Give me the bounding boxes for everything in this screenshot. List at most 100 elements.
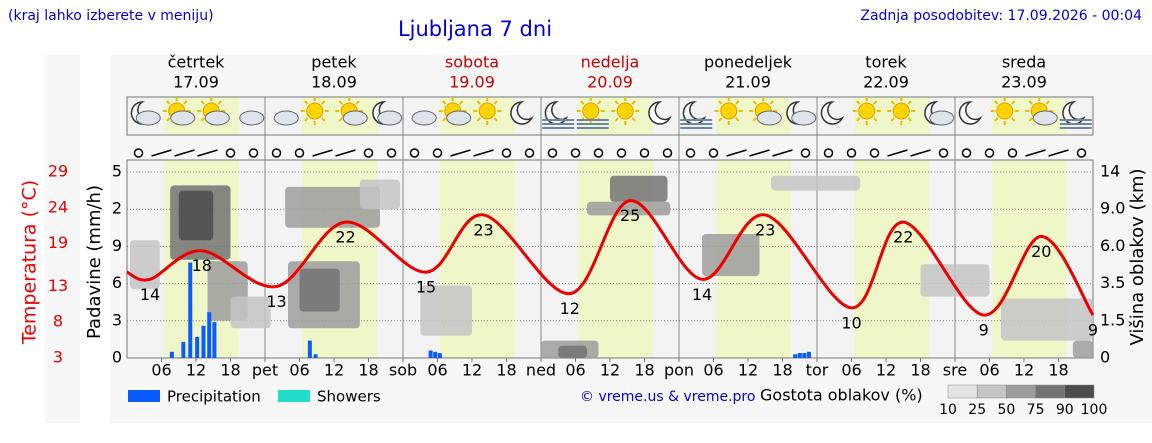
wind-calm	[501, 148, 512, 158]
precip-bar	[802, 353, 807, 358]
icon-frame	[126, 96, 1094, 136]
icon-cloud	[239, 110, 265, 126]
wind-calm	[524, 148, 535, 158]
day-date: 20.09	[587, 73, 633, 92]
x-tick-label: tor	[806, 361, 829, 380]
legend-swatch	[278, 390, 310, 402]
wind-calm	[409, 148, 420, 158]
day-date: 21.09	[725, 73, 771, 92]
precip-tick-label: 5	[112, 162, 122, 181]
icon-cloud	[170, 110, 196, 126]
temperature-label: 10	[841, 313, 861, 332]
icon-moon	[682, 101, 707, 125]
icon-ray	[873, 117, 878, 122]
precip-bar	[212, 322, 217, 358]
wind-calm	[271, 148, 282, 158]
y2-tick-label: 0	[1100, 348, 1110, 367]
icon-ray	[907, 100, 912, 105]
density-swatch	[976, 384, 1007, 399]
y-tick-label: 19	[48, 233, 68, 252]
icon-ray	[1045, 100, 1050, 105]
temperature-label: 23	[473, 220, 493, 239]
density-swatch	[1006, 384, 1036, 399]
wind-calm	[248, 148, 259, 158]
icon-ray	[890, 117, 895, 122]
icon-cloud	[411, 110, 437, 126]
y-tick-label: 3	[53, 348, 63, 367]
day-band	[854, 160, 930, 358]
density-swatch	[947, 384, 978, 399]
icon-ray	[752, 100, 757, 105]
icon-ray	[304, 100, 309, 105]
icon-ray	[631, 100, 636, 105]
precip-tick-label: 2	[112, 199, 122, 218]
day-name: torek	[865, 53, 907, 72]
day-date: 22.09	[863, 73, 909, 92]
icon-cloud	[135, 110, 161, 126]
x-tick-label: 18	[634, 361, 654, 380]
x-tick-label: sob	[389, 361, 417, 380]
x-tick-label: ned	[526, 361, 556, 380]
precip-bar	[797, 353, 802, 358]
density-label: 75	[1027, 402, 1045, 418]
icon-moon	[1062, 101, 1086, 125]
y-axis-title: Temperatura (°C)	[19, 180, 41, 345]
icon-ray	[459, 100, 464, 105]
x-tick-label: 06	[565, 361, 585, 380]
cloud-cell	[702, 234, 760, 277]
icon-ray	[166, 100, 171, 105]
precip-bar	[307, 340, 312, 358]
cloud-cell	[1072, 340, 1093, 358]
precip-bar	[428, 350, 433, 358]
temperature-line	[126, 199, 1095, 317]
icon-cloud	[377, 110, 403, 126]
icon-ray	[890, 100, 895, 105]
icon-ray	[735, 100, 740, 105]
precip-tick-label: 0	[112, 348, 122, 367]
precip-bar	[806, 351, 811, 358]
x-tick-label: 06	[427, 361, 447, 380]
wind-calm	[938, 148, 949, 158]
wind-calm	[869, 148, 880, 158]
precip-bar	[195, 336, 200, 358]
legend-label: Showers	[317, 388, 381, 406]
density-label: 50	[997, 402, 1015, 418]
x-tick-label: 12	[600, 361, 620, 380]
x-tick-label: 12	[462, 361, 482, 380]
x-tick-label: 06	[151, 361, 171, 380]
precip-bar	[201, 325, 206, 358]
panel	[45, 55, 80, 423]
icon-cloud	[273, 110, 299, 126]
x-tick-label: 06	[841, 361, 861, 380]
temperature-label: 9	[1088, 321, 1098, 340]
icon-sun	[306, 102, 324, 120]
day-name: nedelja	[581, 53, 640, 72]
icon-sun	[582, 102, 600, 120]
icon-ray	[217, 100, 222, 105]
icon-ray	[338, 117, 343, 122]
wind-calm	[547, 148, 558, 158]
icon-ray	[1028, 100, 1033, 105]
y-tick-label: 8	[53, 312, 63, 331]
icon-ray	[476, 117, 481, 122]
temperature-label: 14	[140, 285, 160, 304]
icon-ray	[735, 117, 740, 122]
icon-ray	[200, 100, 205, 105]
wind-calm	[386, 148, 397, 158]
precip-tick-label: 9	[112, 236, 122, 255]
wind-calm	[800, 148, 811, 158]
x-tick-label: 12	[186, 361, 206, 380]
y2-tick-label: 1.5	[1100, 310, 1125, 329]
icon-cloud	[204, 110, 230, 126]
icon-ray	[304, 117, 309, 122]
temperature-label: 22	[335, 228, 355, 247]
icon-sun	[892, 102, 910, 120]
wind-barb	[174, 149, 195, 157]
icon-cloud	[756, 110, 782, 126]
icon-ray	[614, 117, 619, 122]
chart-title: Ljubljana 7 dni	[398, 17, 552, 41]
x-tick-label: 06	[979, 361, 999, 380]
icon-ray	[994, 100, 999, 105]
x-tick-label: sre	[943, 361, 967, 380]
cloud-cell	[420, 285, 472, 336]
